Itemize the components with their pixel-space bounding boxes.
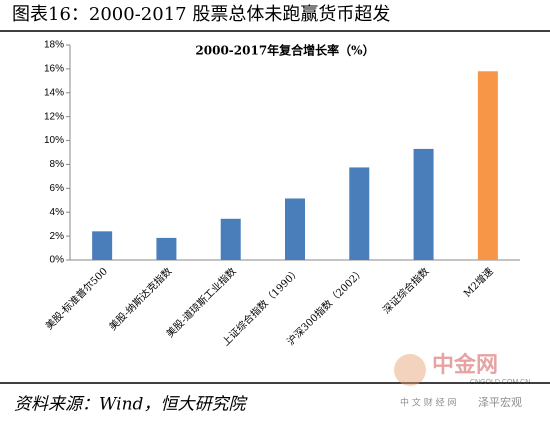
chart-title: 2000-2017年复合增长率（%）: [195, 43, 374, 58]
watermark: 中金网 CNGOLD.COM.CN 中 文 财 经 网 泽平宏观: [394, 352, 530, 409]
x-tick-label: 深证综合指数: [380, 265, 432, 317]
y-tick-label: 4%: [50, 207, 65, 218]
footer-source: 资料来源：Wind，恒大研究院: [14, 395, 248, 415]
y-tick-label: 18%: [44, 40, 64, 51]
watermark-icon: [394, 354, 426, 386]
y-tick-label: 8%: [50, 159, 65, 170]
y-tick-label: 6%: [50, 183, 65, 194]
y-tick-label: 16%: [44, 64, 64, 75]
x-tick-label: 美股-纳斯达克指数: [106, 265, 174, 333]
y-tick-label: 14%: [44, 87, 64, 98]
x-tick-label: 美股-标准普尔500: [43, 265, 111, 333]
bar: [156, 237, 177, 260]
y-tick-label: 0%: [50, 255, 65, 266]
watermark-logo: 中金网: [432, 352, 498, 378]
y-tick-label: 2%: [50, 231, 65, 242]
watermark-site: 中 文 财 经 网: [400, 397, 456, 409]
bar: [477, 71, 498, 261]
watermark-author: 泽平宏观: [478, 395, 522, 409]
bar: [220, 218, 241, 260]
header-title: 图表16：2000-2017 股票总体未跑赢货币超发: [12, 3, 390, 25]
watermark-url: CNGOLD.COM.CN: [470, 379, 530, 386]
y-tick-label: 12%: [44, 111, 64, 122]
bar: [413, 148, 434, 260]
bar: [285, 198, 305, 260]
x-tick-label: M2增速: [461, 265, 496, 300]
bar: [92, 231, 113, 260]
bar: [349, 167, 370, 260]
x-tick-label: 美股-道琼斯工业指数: [163, 265, 238, 340]
y-tick-label: 10%: [44, 135, 64, 146]
